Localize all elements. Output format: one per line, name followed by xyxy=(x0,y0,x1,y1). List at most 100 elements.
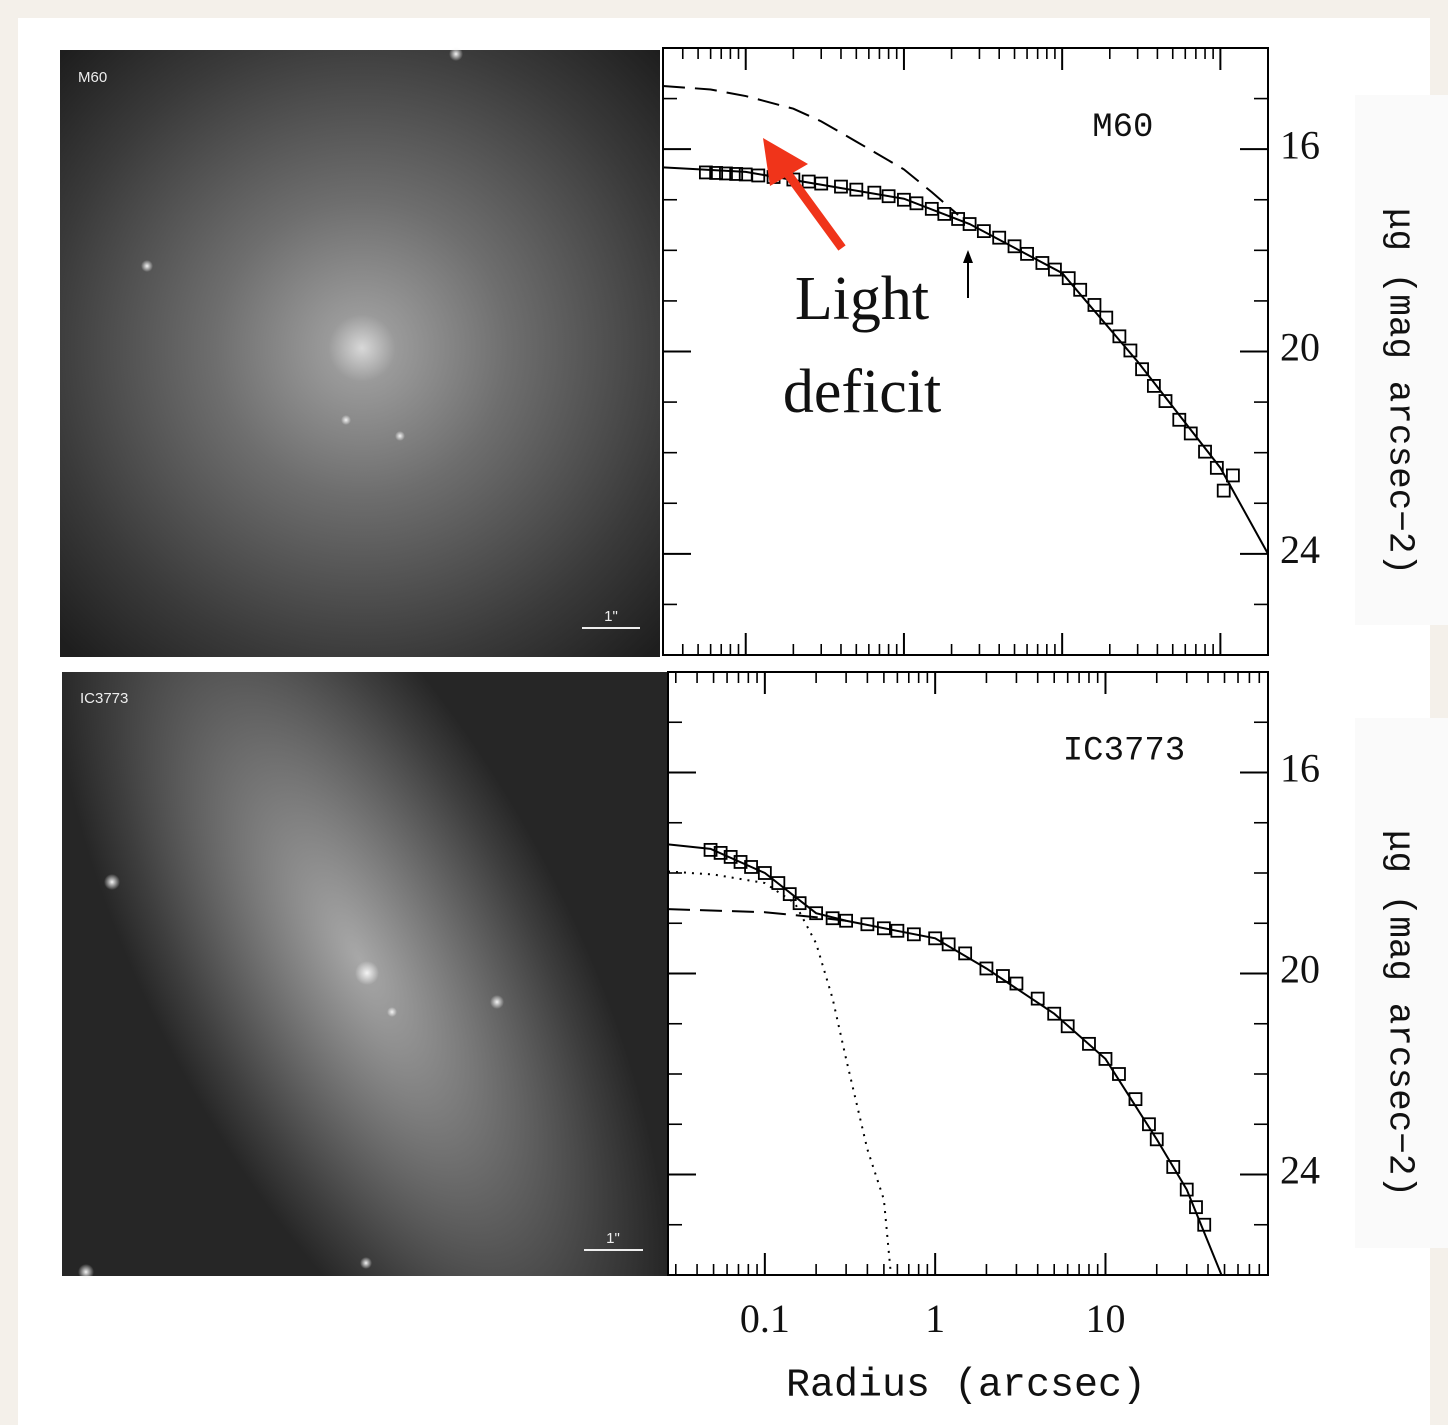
data-point xyxy=(809,906,824,921)
data-point xyxy=(1166,1160,1181,1174)
profile-chart: 16 20 24 M60 μg (mag arcsec−2) Light deficit xyxy=(662,47,1420,656)
y-tick-label: 16 xyxy=(1280,746,1320,791)
star xyxy=(387,1007,397,1017)
y-tick-label: 20 xyxy=(1280,947,1320,992)
galaxy-name: M60 xyxy=(1092,109,1153,147)
data-point xyxy=(962,217,977,231)
data-point xyxy=(1098,1052,1113,1066)
scale-label: 1" xyxy=(604,608,618,625)
data-point xyxy=(1099,310,1114,325)
model-curve xyxy=(668,908,847,922)
x-tick-label: 10 xyxy=(1085,1296,1125,1341)
data-point xyxy=(881,189,896,204)
star xyxy=(449,47,463,61)
data-point xyxy=(719,166,733,181)
data-point xyxy=(751,168,766,183)
data-point xyxy=(860,917,875,932)
callout-arrowhead xyxy=(763,138,808,186)
data-point xyxy=(1209,460,1224,475)
data-point xyxy=(1179,1182,1194,1197)
data-point xyxy=(825,911,840,926)
model-curve xyxy=(668,843,1223,1275)
data-point xyxy=(1189,1200,1203,1215)
data-point xyxy=(703,842,718,857)
model-curve xyxy=(668,870,892,1275)
plot-area xyxy=(668,842,1223,1275)
data-point xyxy=(1112,329,1127,344)
x-tick-label: 0.1 xyxy=(740,1296,790,1341)
star xyxy=(104,874,120,890)
data-point xyxy=(1073,282,1088,297)
data-point xyxy=(867,185,882,200)
data-point xyxy=(937,207,952,221)
data-point xyxy=(992,230,1007,245)
profile-chart: 0.1 1 10 16 20 24 IC3773 μg (mag arcsec−2) Radiu… xyxy=(667,671,1420,1409)
data-point xyxy=(976,224,991,239)
data-point xyxy=(1146,378,1161,393)
data-point xyxy=(1112,1067,1126,1081)
data-point xyxy=(1082,1036,1096,1051)
data-point xyxy=(906,927,921,942)
data-point xyxy=(709,166,724,180)
model-curve xyxy=(663,84,959,216)
y-tick-label: 24 xyxy=(1280,527,1320,572)
image-m60 xyxy=(60,50,660,657)
data-point xyxy=(1149,1132,1164,1147)
data-point xyxy=(1216,483,1231,498)
callout-text: deficit xyxy=(783,358,941,426)
data-point xyxy=(1158,394,1173,408)
y-axis-label: μg (mag arcsec−2) xyxy=(1379,830,1420,1197)
star xyxy=(78,1264,94,1280)
data-point xyxy=(744,860,758,874)
data-point xyxy=(909,196,924,211)
data-point xyxy=(771,876,786,890)
y-tick-label: 24 xyxy=(1280,1148,1320,1193)
break-arrowhead xyxy=(963,250,973,263)
data-point xyxy=(713,846,728,860)
data-point xyxy=(876,921,891,936)
data-point xyxy=(1030,991,1045,1006)
callout-text: Light xyxy=(795,265,929,333)
image-label: IC3773 xyxy=(80,690,128,707)
data-point xyxy=(1047,1006,1062,1021)
star xyxy=(355,961,379,985)
data-point xyxy=(890,923,905,938)
star xyxy=(395,431,405,441)
x-tick-label: 1 xyxy=(925,1296,945,1341)
star xyxy=(490,995,504,1009)
data-point xyxy=(1007,239,1022,254)
y-label-tile xyxy=(1355,95,1448,625)
data-point xyxy=(1172,412,1187,427)
data-point xyxy=(757,866,772,880)
y-label-tile xyxy=(1355,718,1448,1248)
data-point xyxy=(733,855,748,869)
data-point xyxy=(698,165,713,180)
galaxy-image: M60 1" xyxy=(60,47,660,657)
scale-label: 1" xyxy=(606,1230,620,1247)
data-point xyxy=(1020,246,1034,261)
plot-frame xyxy=(662,47,1269,656)
data-point xyxy=(1135,362,1149,377)
plot-frame xyxy=(667,671,1269,1276)
data-point xyxy=(849,182,864,197)
star xyxy=(141,260,153,272)
data-point xyxy=(1198,444,1212,459)
data-point xyxy=(1123,343,1138,358)
galaxy-name: IC3773 xyxy=(1063,732,1185,770)
y-tick-label: 16 xyxy=(1280,122,1320,167)
callout-arrow xyxy=(781,167,846,251)
data-point xyxy=(834,179,848,194)
data-point xyxy=(996,969,1010,983)
data-point xyxy=(723,850,738,864)
data-point xyxy=(782,887,797,902)
data-point xyxy=(928,931,943,946)
data-point xyxy=(1048,262,1062,277)
data-point xyxy=(814,176,829,191)
data-point xyxy=(1183,426,1198,441)
x-axis-label: Radius (arcsec) xyxy=(786,1364,1146,1409)
star xyxy=(360,1257,372,1269)
data-point xyxy=(1197,1217,1212,1232)
data-point xyxy=(839,913,854,928)
data-point xyxy=(979,961,994,976)
